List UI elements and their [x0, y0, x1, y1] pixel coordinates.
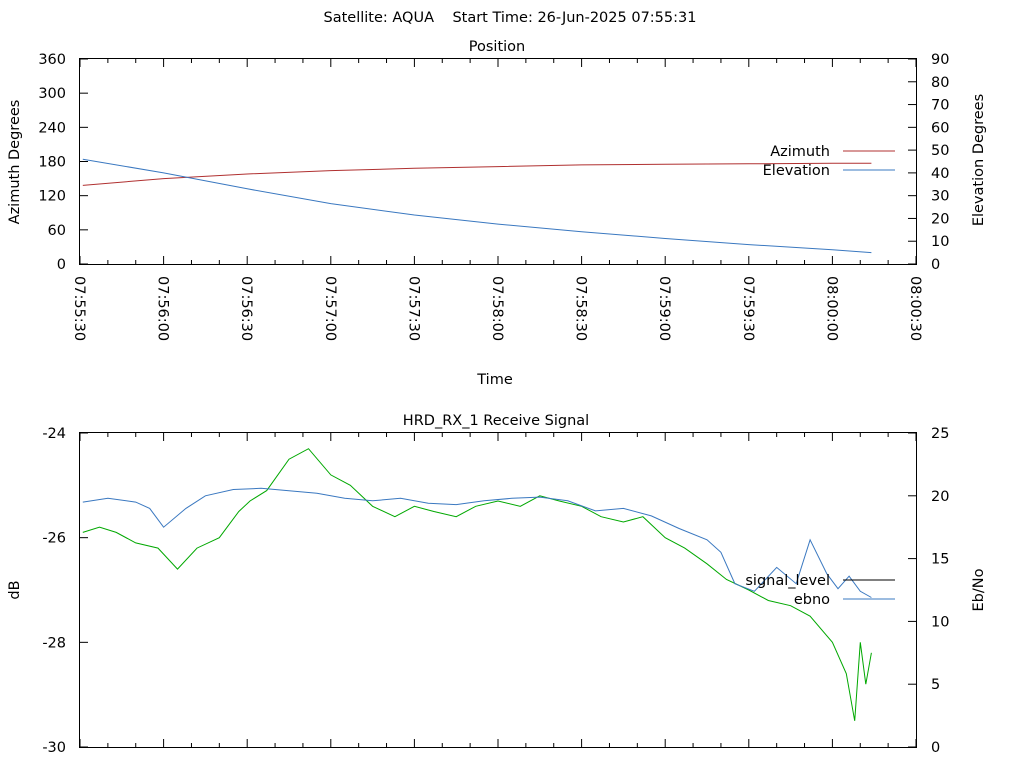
position-x-tick-label: 07:57:30 — [405, 276, 421, 341]
legend-elevation-label: Elevation — [763, 163, 830, 179]
legend-azimuth-label: Azimuth — [770, 144, 830, 160]
position-legend: Azimuth Elevation — [763, 144, 895, 179]
position-x-axis-label: Time — [476, 372, 513, 388]
signal-y2-tick-label: 25 — [931, 426, 949, 442]
position-series-Azimuth-line — [82, 162, 872, 186]
position-y-axis-label: Azimuth Degrees — [7, 100, 23, 225]
signal-y2-tick-label: 10 — [931, 614, 949, 630]
position-x-tick-label: 07:58:00 — [489, 276, 505, 341]
signal-plot-frame — [79, 432, 917, 748]
signal-y2-tick-label: 15 — [931, 552, 949, 568]
signal-series-signal-level-line — [82, 448, 872, 721]
signal-y2-tick-label: 0 — [931, 740, 940, 756]
position-y-tick-label: 360 — [38, 52, 66, 68]
position-y2-tick-label: 80 — [931, 75, 949, 91]
legend-ebno-label: ebno — [794, 592, 830, 608]
position-y2-tick-label: 70 — [931, 98, 949, 114]
position-y2-tick-label: 90 — [931, 52, 949, 68]
signal-y2-tick-label: 5 — [931, 677, 940, 693]
chart-header-title: Satellite: AQUA Start Time: 26-Jun-2025 … — [324, 10, 697, 26]
legend-signal-level-label: signal_level — [745, 573, 830, 589]
signal-y2-axis-label: Eb/No — [971, 568, 987, 611]
position-x-tick-label: 07:59:00 — [656, 276, 672, 341]
signal-y-tick-label: -26 — [42, 531, 66, 547]
position-x-tick-label: 07:56:30 — [238, 276, 254, 341]
position-title: Position — [469, 39, 525, 55]
position-x-tick-label: 07:57:00 — [322, 276, 338, 341]
signal-y-tick-label: -30 — [42, 740, 66, 756]
signal-title: HRD_RX_1 Receive Signal — [403, 413, 589, 429]
position-series-Elevation-line — [82, 158, 872, 254]
position-series — [82, 158, 872, 254]
position-x-tick-label: 07:56:00 — [155, 276, 171, 341]
signal-y-axis-label: dB — [7, 580, 23, 599]
position-axes: 0 60 120 180 240 300 360 0 10 20 30 40 50 60 70 80 90 07:… — [38, 52, 949, 341]
position-x-tick-label: 07:58:30 — [573, 276, 589, 341]
position-y2-tick-label: 60 — [931, 120, 949, 136]
position-y-tick-label: 240 — [38, 120, 66, 136]
signal-axes: -30 -28 -26 -24 0 5 10 15 20 25 — [42, 426, 949, 756]
signal-legend: signal_level ebno — [745, 573, 895, 608]
position-y-tick-label: 0 — [57, 257, 66, 273]
position-x-tick-label: 08:00:00 — [823, 276, 839, 341]
signal-series-ebno-line — [82, 487, 872, 598]
position-y2-axis-label: Elevation Degrees — [971, 94, 987, 226]
position-y-tick-label: 180 — [38, 155, 66, 171]
position-y2-tick-label: 50 — [931, 143, 949, 159]
position-y-tick-label: 120 — [38, 189, 66, 205]
position-panel: Position 0 60 120 180 240 300 360 0 10 20 30 40 50 60… — [7, 39, 987, 388]
position-y2-tick-label: 40 — [931, 166, 949, 182]
position-x-tick-label: 07:55:30 — [71, 276, 87, 341]
signal-y-tick-label: -24 — [42, 426, 66, 442]
position-y2-tick-label: 10 — [931, 234, 949, 250]
position-y-tick-label: 60 — [48, 223, 66, 239]
position-y-tick-label: 300 — [38, 86, 66, 102]
signal-series — [82, 448, 872, 721]
position-y2-tick-label: 0 — [931, 257, 940, 273]
position-x-tick-label: 07:59:30 — [740, 276, 756, 341]
signal-y-tick-label: -28 — [42, 635, 66, 651]
position-plot-frame — [79, 58, 917, 265]
position-x-tick-label: 08:00:30 — [907, 276, 923, 341]
position-y2-tick-label: 20 — [931, 211, 949, 227]
position-y2-tick-label: 30 — [931, 189, 949, 205]
signal-panel: HRD_RX_1 Receive Signal -30 -28 -26 -24 0 5 10… — [7, 413, 987, 756]
signal-y2-tick-label: 20 — [931, 489, 949, 505]
